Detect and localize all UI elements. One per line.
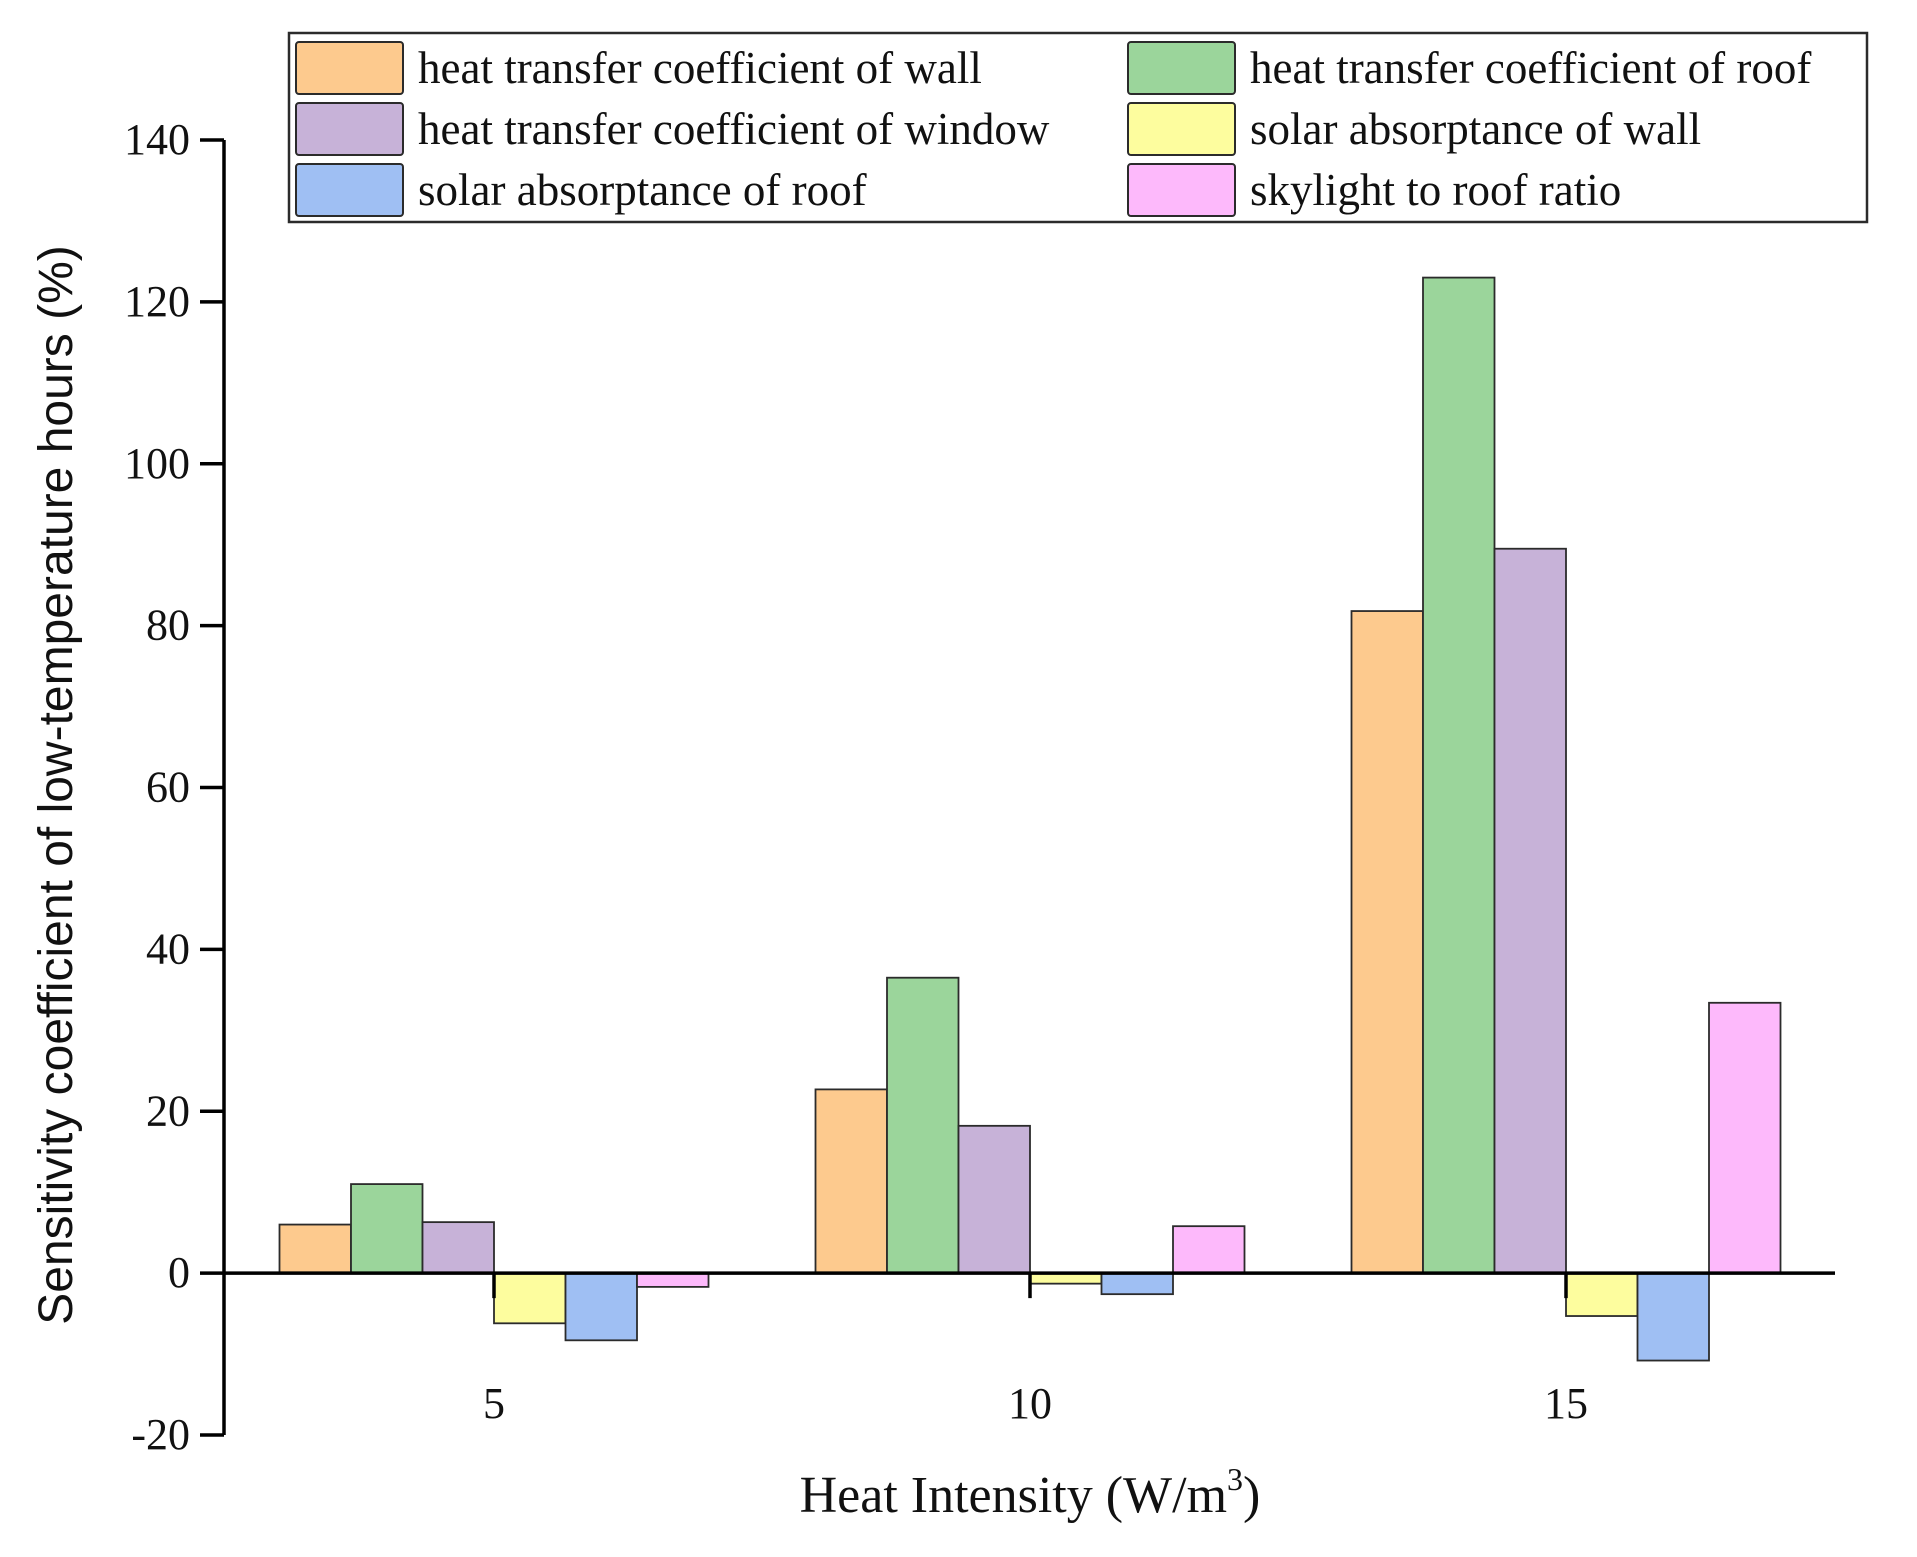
bar-4-cat-15 [1565,1272,1639,1317]
y-tick-label: 40 [146,924,190,973]
legend-entry-label: heat transfer coefficient of wall [418,43,982,93]
legend-box [287,31,1869,224]
bar-2-cat-10 [886,976,960,1275]
bar-3-cat-5 [421,1221,495,1275]
legend-swatch-6 [1127,163,1236,217]
bar-6-cat-15 [1708,1001,1782,1275]
x-axis-label-end: ) [1243,1467,1260,1524]
y-tick-label: 140 [124,115,190,164]
legend-entry-label: skylight to roof ratio [1250,165,1621,215]
labels-layer: -20 0 20 40 60 80 100 120 140 5 10 15 Heat Intensity… [30,115,1588,1524]
bar-3-cat-15 [1493,547,1567,1275]
bar-2-cat-15 [1422,276,1496,1275]
y-tick-label: -20 [131,1410,190,1459]
y-tick-label: 100 [124,439,190,488]
legend-swatch-3 [295,102,404,156]
x-axis-label-main: Heat Intensity (W/m [800,1467,1227,1524]
bar-6-cat-10 [1172,1225,1246,1275]
bar-1-cat-15 [1350,610,1424,1275]
y-tick-label: 60 [146,763,190,812]
y-tick-label: 0 [168,1248,190,1297]
bar-6-cat-5 [636,1272,710,1288]
bar-3-cat-10 [957,1124,1031,1275]
legend-swatch-1 [295,41,404,95]
y-tick-label: 120 [124,277,190,326]
x-tick-label: 10 [1008,1379,1052,1428]
y-axis-label: Sensitivity coefficient of low-temperatu… [30,245,83,1325]
x-tick-label: 5 [483,1379,505,1428]
x-tick-label: 15 [1544,1379,1588,1428]
bar-4-cat-5 [493,1272,567,1325]
y-tick-label: 20 [146,1086,190,1135]
legend-swatch-4 [1127,102,1236,156]
y-tick-label: 80 [146,601,190,650]
legend-entry-label: solar absorptance of wall [1250,104,1701,154]
legend: heat transfer coefficient of wall heat tr… [287,31,1869,224]
bar-2-cat-5 [350,1183,424,1275]
legend-swatch-5 [295,163,404,217]
legend-entry-label: heat transfer coefficient of roof [1250,43,1811,93]
legend-entry-label: solar absorptance of roof [418,165,867,215]
bars-layer [278,276,1782,1362]
axes-layer [200,138,1835,1437]
legend-entry-label: heat transfer coefficient of window [418,104,1050,154]
bar-1-cat-10 [814,1088,888,1275]
x-axis-label: Heat Intensity (W/m3) [800,1461,1261,1524]
x-axis-label-superscript: 3 [1227,1461,1243,1497]
bar-5-cat-15 [1636,1272,1710,1362]
bar-1-cat-5 [278,1223,352,1275]
bar-5-cat-10 [1100,1272,1174,1296]
legend-swatch-2 [1127,41,1236,95]
bar-5-cat-5 [564,1272,638,1342]
